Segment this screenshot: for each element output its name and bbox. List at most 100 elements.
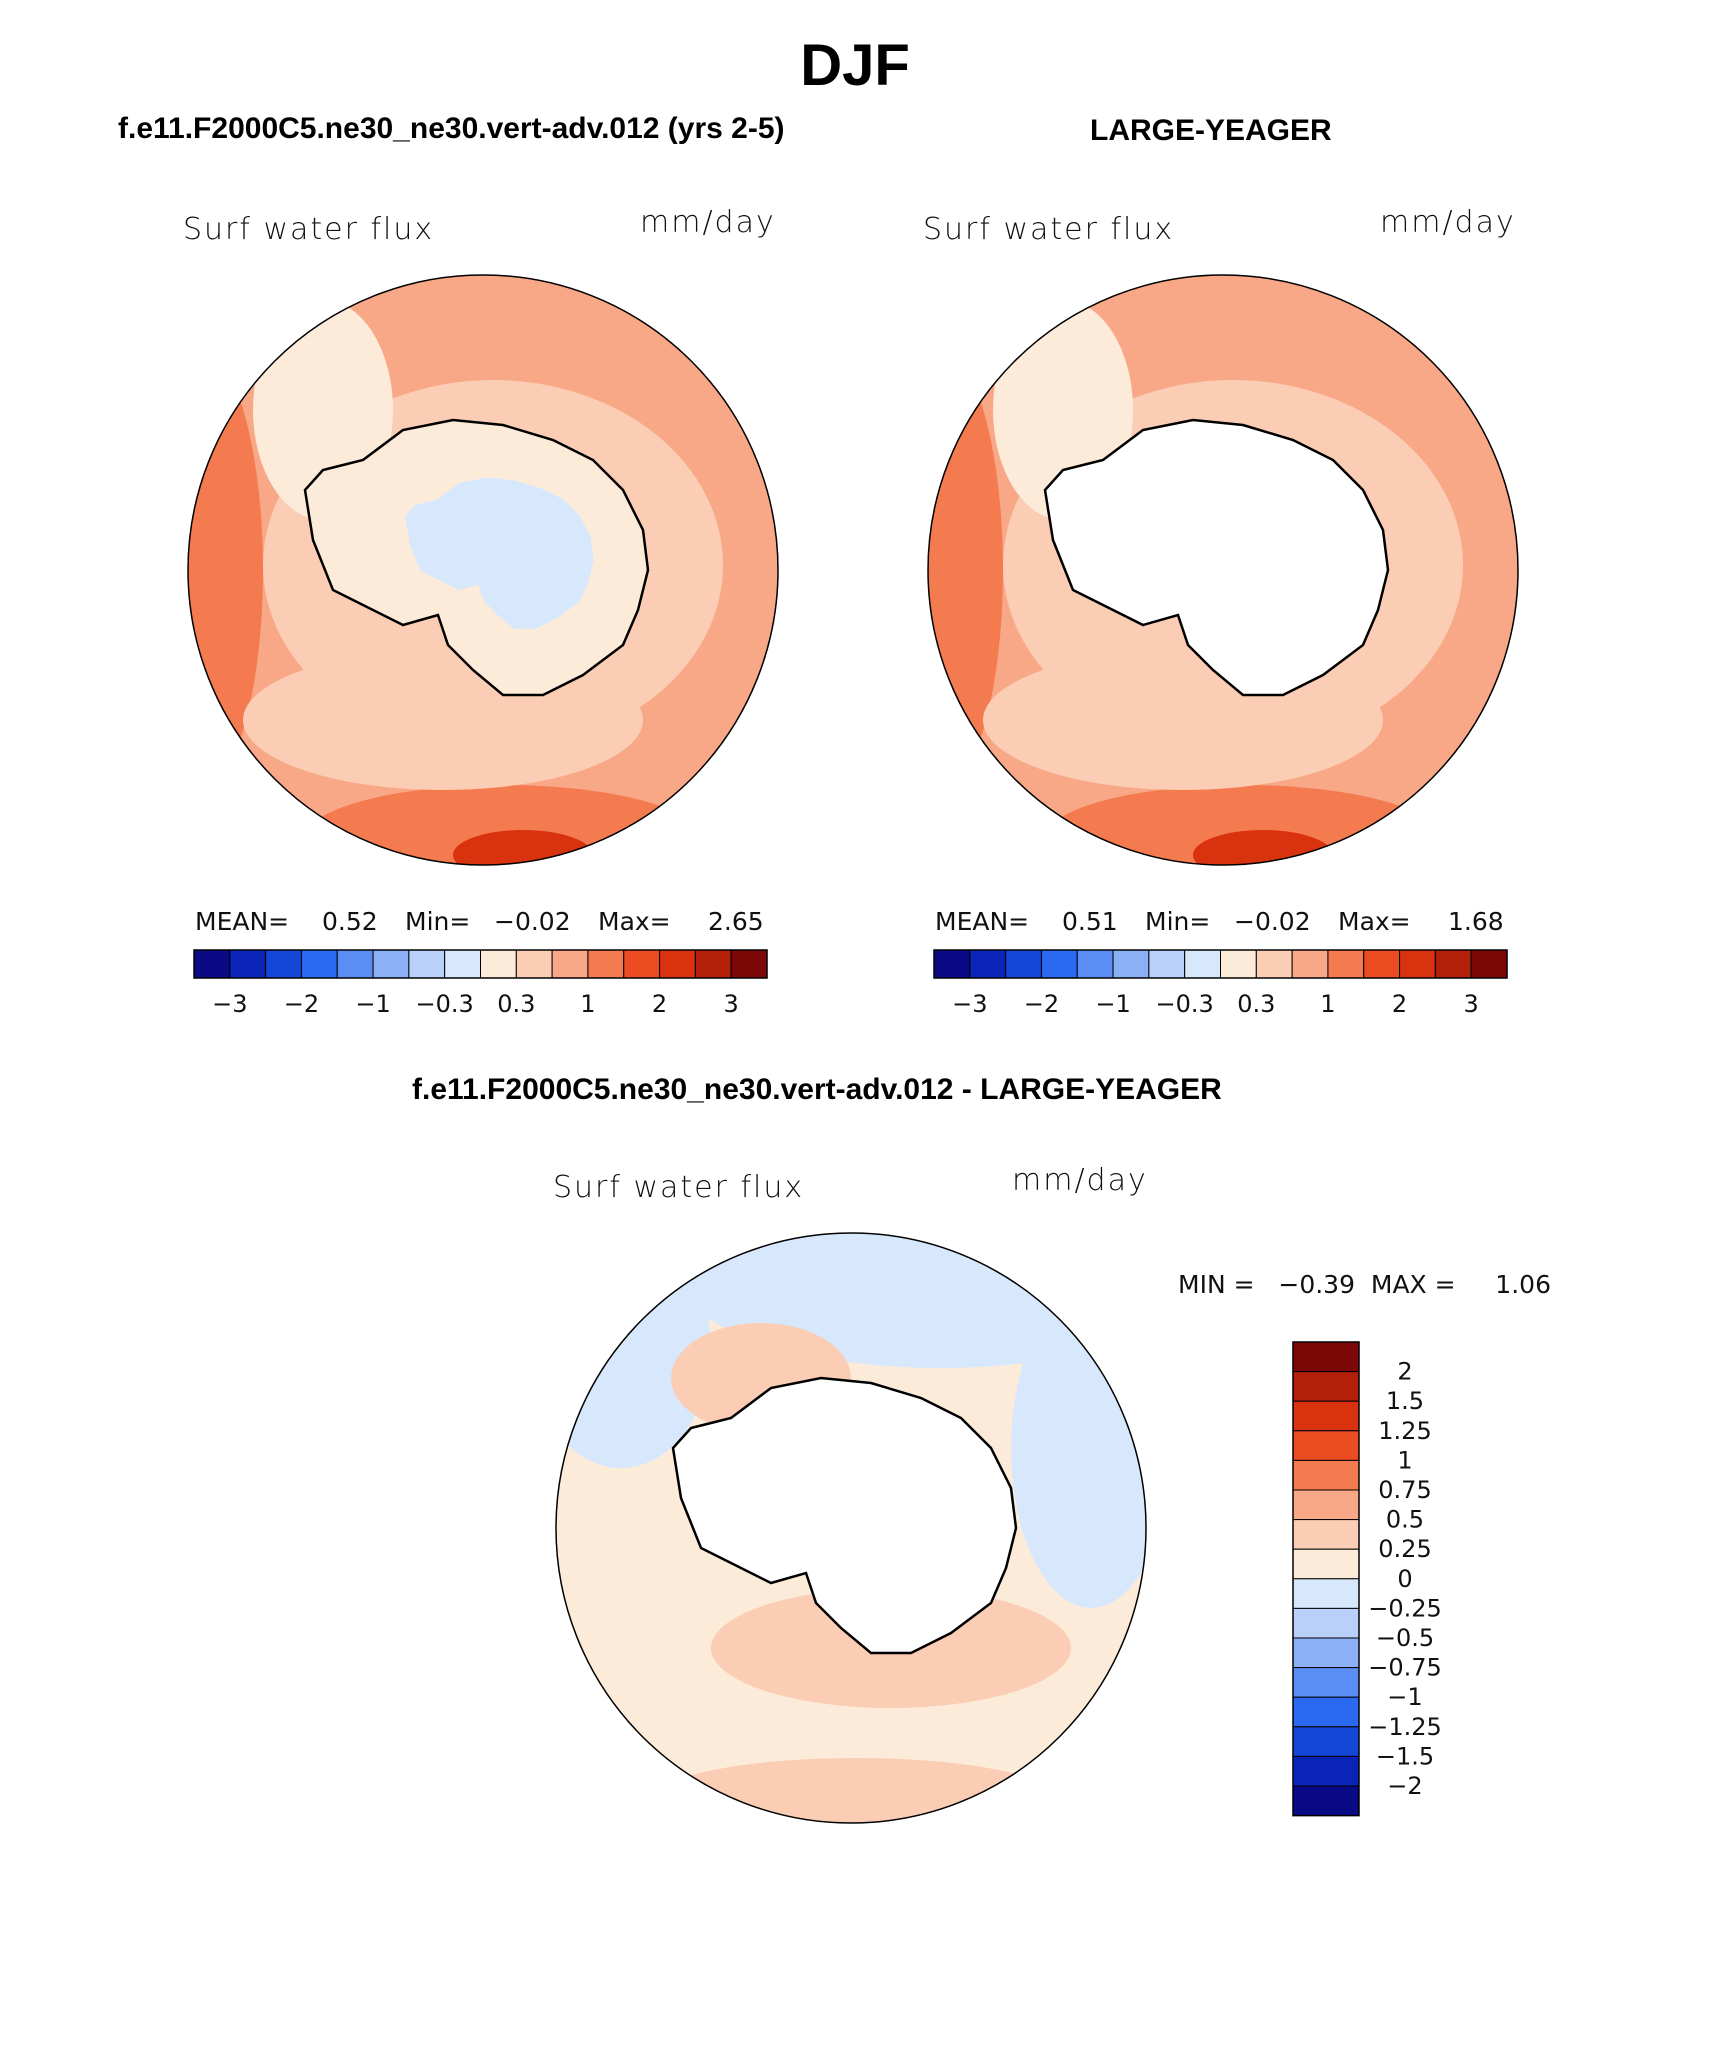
panel3-map: [555, 1232, 1147, 1824]
panel1-min-value: −0.02: [494, 907, 571, 936]
colorbar-tick-label: 3: [1464, 990, 1479, 1018]
diff-panel-title: f.e11.F2000C5.ne30_ne30.vert-adv.012 - L…: [412, 1073, 1222, 1106]
colorbar-tick-label: −2: [284, 990, 319, 1018]
colorbar-swatch: [372, 949, 410, 979]
positive-anomaly-region: [656, 1758, 1056, 1823]
colorbar-swatch: [694, 949, 732, 979]
colorbar-tick-label: 2: [652, 990, 667, 1018]
colorbar-tick-label: −2: [1387, 1772, 1422, 1800]
panel2-min-label: Min=: [1145, 907, 1211, 936]
colorbar-tick-label: 1: [1320, 990, 1335, 1018]
colorbar-swatch: [444, 949, 481, 979]
colorbar-tick-label: 0.75: [1378, 1476, 1431, 1504]
colorbar-swatch: [1292, 1755, 1360, 1787]
panel2-variable-label: Surf water flux: [923, 212, 1175, 247]
high-flux-region: [453, 830, 593, 865]
colorbar-swatch: [1292, 1548, 1360, 1580]
panel1-map: [187, 274, 779, 866]
panel1-units-label: mm/day: [640, 205, 776, 240]
colorbar-tick-label: 0.5: [1386, 1506, 1424, 1534]
colorbar-swatch: [1292, 1430, 1360, 1461]
colorbar-tick-label: −0.5: [1376, 1624, 1434, 1652]
panel2-units-label: mm/day: [1380, 205, 1516, 240]
colorbar-swatch: [1112, 949, 1150, 979]
colorbar-tick-label: 0.25: [1378, 1535, 1431, 1563]
colorbar-swatch: [1220, 949, 1257, 979]
panel3-colorbar: 21.51.2510.750.50.250−0.25−0.5−0.75−1−1.…: [1292, 1341, 1442, 1817]
colorbar-swatch: [1292, 1489, 1360, 1521]
colorbar-swatch: [1292, 1371, 1360, 1402]
colorbar-tick-label: 2: [1397, 1358, 1412, 1386]
colorbar-tick-label: 3: [724, 990, 739, 1018]
colorbar-tick-label: −1.5: [1376, 1742, 1434, 1770]
ice-negative-region: [405, 477, 594, 629]
colorbar-tick-label: −0.3: [416, 990, 474, 1018]
colorbar-frame: [1292, 1341, 1360, 1817]
panel2-max-label: Max=: [1338, 907, 1411, 936]
colorbar-swatch: [1005, 949, 1042, 979]
high-flux-region: [1193, 830, 1333, 865]
colorbar-swatch: [1292, 1459, 1360, 1491]
panel3-minmax-label: MIN = −0.39 MAX = 1.06: [1178, 1270, 1551, 1299]
colorbar-tick-label: 0.3: [497, 990, 535, 1018]
map-field: [556, 1233, 1146, 1823]
right-panel-title: LARGE-YEAGER: [1090, 114, 1332, 147]
panel1-mean-value: 0.52: [322, 907, 378, 936]
map-border: [187, 274, 779, 866]
colorbar-swatch: [587, 949, 625, 979]
colorbar-swatch: [551, 949, 589, 979]
colorbar-swatch: [1292, 1726, 1360, 1757]
colorbar-tick-label: −1: [355, 990, 390, 1018]
colorbar-swatch: [1292, 1637, 1360, 1669]
colorbar-tick-label: 1.25: [1378, 1417, 1431, 1445]
colorbar-swatch: [300, 949, 338, 979]
colorbar-swatch: [229, 949, 267, 979]
colorbar-tick-label: −0.3: [1156, 990, 1214, 1018]
colorbar-tick-label: 1: [1397, 1446, 1412, 1474]
colorbar-swatch: [408, 949, 446, 979]
colorbar-tick-label: −1: [1387, 1683, 1422, 1711]
high-flux-region: [928, 340, 1003, 800]
colorbar-tick-label: −1: [1095, 990, 1130, 1018]
colorbar-swatch: [969, 949, 1007, 979]
colorbar-swatch: [1470, 949, 1508, 979]
colorbar-frame: [193, 949, 768, 979]
colorbar-swatch: [193, 949, 231, 979]
negative-anomaly-region: [556, 1233, 711, 1468]
map-border: [927, 274, 1519, 866]
negative-anomaly-region: [576, 1273, 646, 1323]
colorbar-swatch: [515, 949, 553, 979]
colorbar-swatch: [1292, 1341, 1360, 1373]
colorbar-swatch: [1327, 949, 1365, 979]
colorbar-tick-label: 2: [1392, 990, 1407, 1018]
colorbar-swatch: [659, 949, 696, 979]
panel3-units-label: mm/day: [1012, 1163, 1148, 1198]
colorbar-swatch: [480, 949, 517, 979]
colorbar-swatch: [933, 949, 971, 979]
colorbar-swatch: [1292, 1578, 1360, 1609]
colorbar-swatch: [1292, 1667, 1360, 1698]
colorbar-swatch: [1399, 949, 1436, 979]
panel1-colorbar: −3 −2 −1 −0.3 0.3 1 2 3: [193, 949, 768, 1018]
colorbar-swatch: [1184, 949, 1221, 979]
colorbar-tick-label: −3: [212, 990, 247, 1018]
colorbar-tick-label: 1: [580, 990, 595, 1018]
colorbar-swatch: [265, 949, 302, 979]
colorbar-tick-label: 1.5: [1386, 1387, 1424, 1415]
left-panel-title: f.e11.F2000C5.ne30_ne30.vert-adv.012 (yr…: [118, 112, 785, 145]
panel3-variable-label: Surf water flux: [553, 1170, 805, 1205]
colorbar-frame: [933, 949, 1508, 979]
colorbar-swatch: [730, 949, 768, 979]
negative-anomaly-region: [1011, 1288, 1146, 1608]
colorbar-swatch: [336, 949, 374, 979]
high-flux-region: [188, 340, 263, 800]
main-title: DJF: [800, 33, 910, 98]
panel2-min-value: −0.02: [1234, 907, 1311, 936]
antarctica-outline: [1043, 418, 1390, 697]
map-field: [188, 275, 778, 865]
colorbar-swatch: [1076, 949, 1114, 979]
colorbar-swatch: [1292, 1400, 1360, 1432]
antarctica-outline: [671, 1376, 1018, 1655]
